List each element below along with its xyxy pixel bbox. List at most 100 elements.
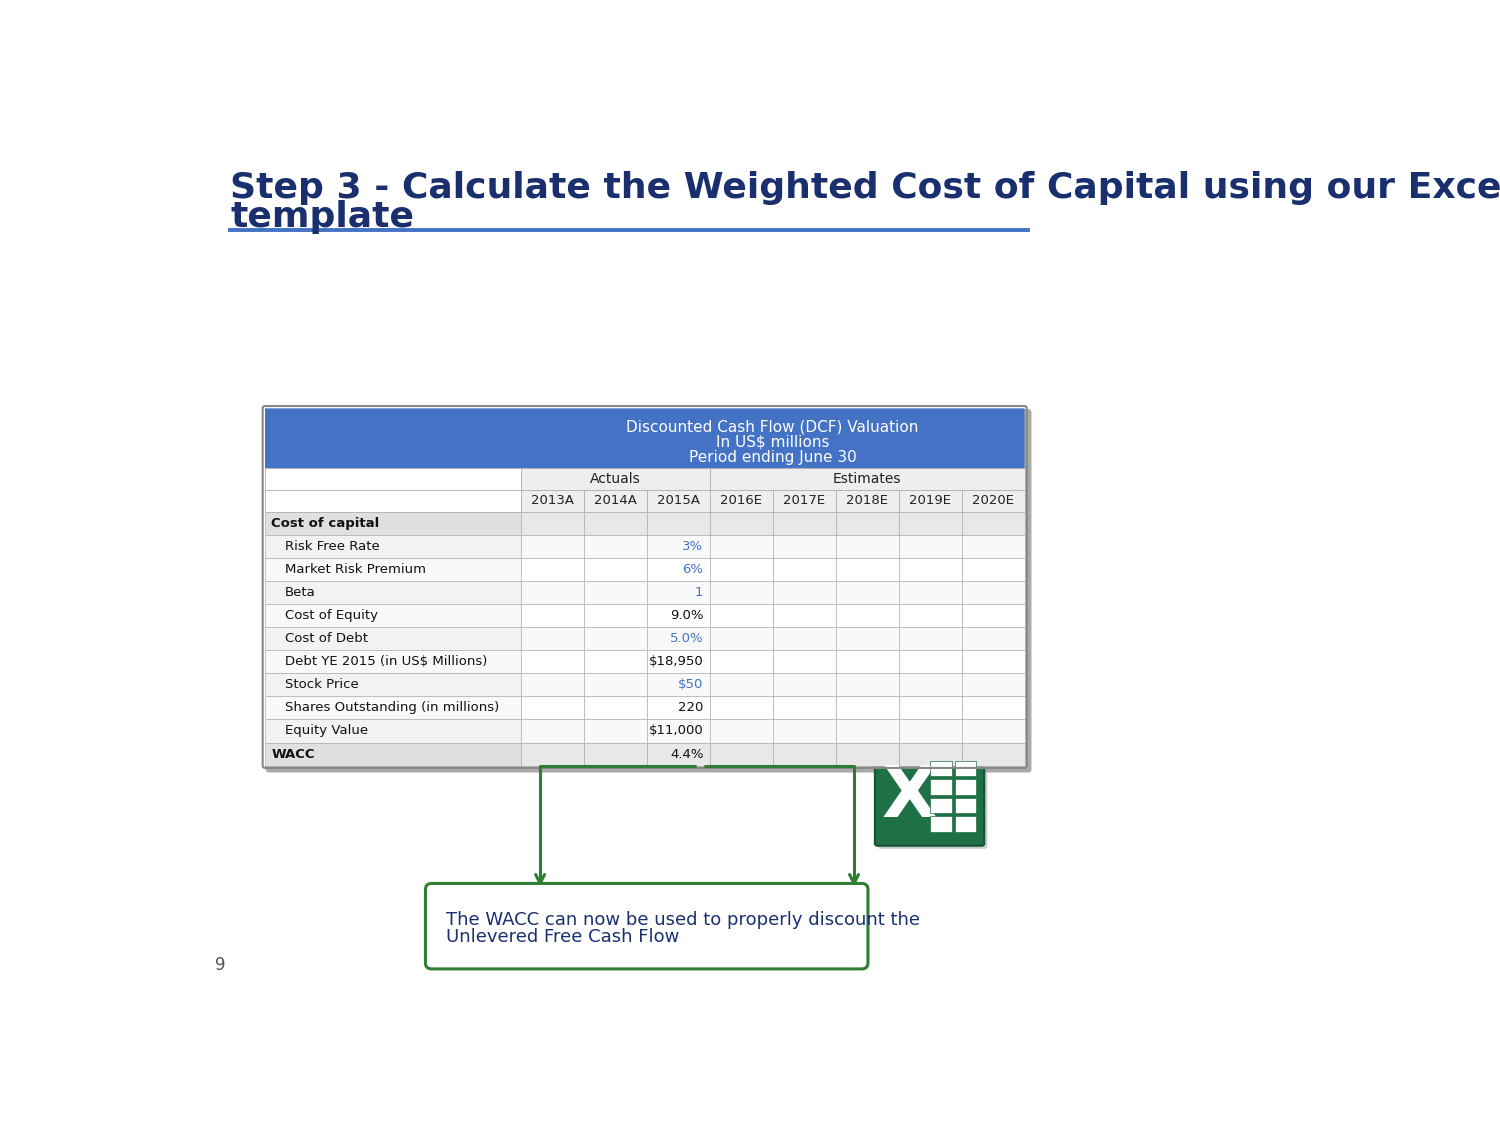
Text: 9: 9 bbox=[214, 956, 225, 974]
Text: X: X bbox=[882, 763, 938, 831]
Bar bbox=[898, 650, 962, 673]
Bar bbox=[584, 627, 646, 650]
Bar bbox=[710, 490, 772, 512]
Text: Equity Value: Equity Value bbox=[285, 724, 369, 738]
FancyBboxPatch shape bbox=[878, 752, 987, 848]
Bar bbox=[962, 580, 1024, 604]
Bar bbox=[898, 696, 962, 719]
Bar bbox=[584, 558, 646, 580]
Bar bbox=[772, 627, 836, 650]
Bar bbox=[584, 534, 646, 558]
Bar bbox=[266, 468, 520, 490]
Bar bbox=[266, 673, 520, 696]
Bar bbox=[898, 604, 962, 627]
Bar bbox=[710, 512, 772, 534]
Bar bbox=[266, 580, 520, 604]
Bar bbox=[710, 719, 772, 742]
Bar bbox=[710, 627, 772, 650]
Bar bbox=[710, 696, 772, 719]
Bar bbox=[584, 673, 646, 696]
Bar bbox=[266, 604, 520, 627]
Bar bbox=[954, 798, 976, 813]
Bar bbox=[710, 534, 772, 558]
Text: 4.4%: 4.4% bbox=[670, 748, 704, 760]
Bar bbox=[930, 798, 951, 813]
Bar bbox=[646, 696, 710, 719]
Text: 5.0%: 5.0% bbox=[670, 632, 704, 645]
Text: The WACC can now be used to properly discount the: The WACC can now be used to properly dis… bbox=[446, 911, 920, 929]
Bar bbox=[646, 627, 710, 650]
Bar bbox=[710, 468, 1024, 490]
Bar bbox=[266, 719, 520, 742]
Bar bbox=[836, 627, 898, 650]
Bar bbox=[962, 719, 1024, 742]
Bar bbox=[772, 580, 836, 604]
Bar bbox=[710, 650, 772, 673]
Bar bbox=[962, 604, 1024, 627]
FancyBboxPatch shape bbox=[266, 408, 1024, 468]
Bar bbox=[836, 512, 898, 534]
Text: 2019E: 2019E bbox=[909, 494, 951, 507]
Bar bbox=[520, 558, 584, 580]
Bar bbox=[520, 468, 710, 490]
Bar bbox=[584, 650, 646, 673]
Text: Risk Free Rate: Risk Free Rate bbox=[285, 540, 380, 552]
FancyBboxPatch shape bbox=[266, 410, 1032, 773]
Text: 220: 220 bbox=[678, 701, 703, 714]
Bar bbox=[772, 490, 836, 512]
Bar bbox=[584, 696, 646, 719]
Text: Beta: Beta bbox=[285, 586, 316, 598]
Bar bbox=[772, 673, 836, 696]
Text: Cost of Debt: Cost of Debt bbox=[285, 632, 368, 645]
Bar bbox=[930, 780, 951, 795]
Text: 2015A: 2015A bbox=[657, 494, 699, 507]
Bar bbox=[962, 512, 1024, 534]
Bar bbox=[836, 490, 898, 512]
Text: Stock Price: Stock Price bbox=[285, 678, 358, 691]
Text: 3%: 3% bbox=[682, 540, 703, 552]
Text: 2014A: 2014A bbox=[594, 494, 636, 507]
Bar bbox=[646, 650, 710, 673]
Bar bbox=[898, 673, 962, 696]
Bar bbox=[646, 534, 710, 558]
Bar bbox=[898, 534, 962, 558]
Bar bbox=[836, 719, 898, 742]
Bar bbox=[962, 534, 1024, 558]
Bar bbox=[646, 742, 710, 766]
Text: template: template bbox=[230, 200, 414, 234]
Bar bbox=[772, 512, 836, 534]
Bar bbox=[836, 534, 898, 558]
Bar bbox=[954, 817, 976, 831]
Bar bbox=[710, 604, 772, 627]
Bar bbox=[898, 742, 962, 766]
Text: $18,950: $18,950 bbox=[648, 655, 704, 668]
Bar bbox=[266, 512, 520, 534]
Bar bbox=[954, 760, 976, 776]
Text: 2017E: 2017E bbox=[783, 494, 825, 507]
Text: Debt YE 2015 (in US$ Millions): Debt YE 2015 (in US$ Millions) bbox=[285, 655, 488, 668]
Text: Step 3 - Calculate the Weighted Cost of Capital using our Excel: Step 3 - Calculate the Weighted Cost of … bbox=[230, 171, 1500, 205]
Text: 1: 1 bbox=[694, 586, 703, 598]
Bar bbox=[772, 558, 836, 580]
Bar bbox=[646, 604, 710, 627]
Bar bbox=[962, 650, 1024, 673]
Bar bbox=[646, 490, 710, 512]
Bar bbox=[898, 558, 962, 580]
Bar bbox=[266, 534, 520, 558]
Text: 2018E: 2018E bbox=[846, 494, 888, 507]
Bar bbox=[772, 696, 836, 719]
Bar bbox=[520, 512, 584, 534]
Bar bbox=[898, 719, 962, 742]
Bar bbox=[710, 673, 772, 696]
Bar bbox=[266, 490, 520, 512]
Bar bbox=[772, 742, 836, 766]
Bar bbox=[584, 490, 646, 512]
FancyBboxPatch shape bbox=[426, 883, 868, 969]
Bar bbox=[962, 490, 1024, 512]
Bar bbox=[584, 719, 646, 742]
Bar bbox=[898, 512, 962, 534]
Text: $11,000: $11,000 bbox=[648, 724, 704, 738]
Bar bbox=[836, 604, 898, 627]
Bar bbox=[646, 580, 710, 604]
Bar bbox=[962, 558, 1024, 580]
